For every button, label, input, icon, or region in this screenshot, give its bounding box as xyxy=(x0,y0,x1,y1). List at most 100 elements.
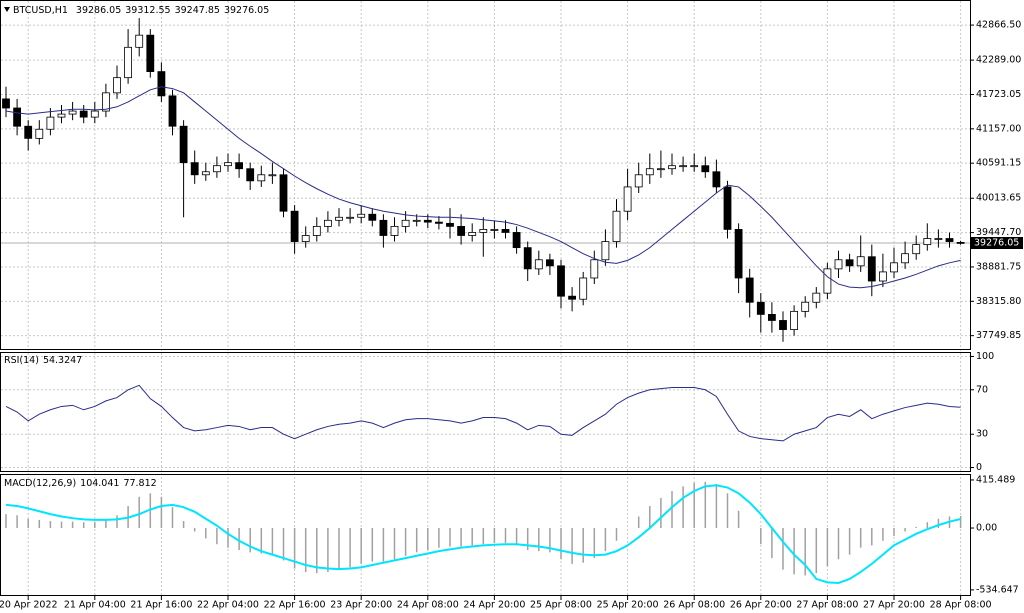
y-tick-label: 39447.70 xyxy=(976,227,1021,238)
candle-body xyxy=(468,232,477,236)
candle-body xyxy=(557,265,565,297)
candle-body xyxy=(734,229,743,279)
candle-body xyxy=(712,171,721,188)
x-tick-label: 26 Apr 20:00 xyxy=(730,600,792,611)
x-tick-label: 23 Apr 20:00 xyxy=(330,600,392,611)
low-value: 39247.85 xyxy=(175,5,220,16)
candle-body xyxy=(534,259,543,270)
candle-body xyxy=(701,165,710,173)
candle-body xyxy=(434,221,443,224)
moving-average xyxy=(5,86,961,289)
candle-body xyxy=(113,77,121,94)
candle-body xyxy=(934,238,943,240)
macd-pane xyxy=(0,474,971,596)
candle-body xyxy=(779,320,787,330)
y-tick-label: 38315.80 xyxy=(976,296,1021,307)
candle-body xyxy=(124,46,132,79)
candle-body xyxy=(13,107,22,127)
y-tick-label: -534.647 xyxy=(976,584,1019,595)
symbol: BTCUSD,H1 xyxy=(13,5,68,16)
rsi-title: RSI(14) xyxy=(4,355,39,366)
candle-body xyxy=(890,262,898,273)
y-tick-label: 40013.65 xyxy=(976,193,1021,204)
menu-icon[interactable] xyxy=(4,7,10,12)
candle-body xyxy=(135,34,144,48)
candle-body xyxy=(956,242,965,244)
candle-body xyxy=(668,165,676,170)
candle-body xyxy=(523,247,532,270)
candle-body xyxy=(390,225,399,236)
y-tick-label: 30 xyxy=(976,429,988,440)
macd-main-value: 104.041 xyxy=(80,478,119,489)
candle-body xyxy=(568,295,576,300)
candle-body xyxy=(490,229,499,231)
signal-line xyxy=(5,484,961,584)
high-value: 39312.55 xyxy=(125,5,170,16)
candle-body xyxy=(246,168,255,182)
y-tick-label: 41157.00 xyxy=(976,123,1021,134)
candle-body xyxy=(679,165,687,168)
candle-body xyxy=(157,71,166,97)
candle-body xyxy=(823,268,832,294)
candle-body xyxy=(579,277,588,300)
candle-body xyxy=(512,232,521,249)
y-tick-label: 37749.85 xyxy=(976,330,1021,341)
candle-body xyxy=(634,174,643,188)
candle-body xyxy=(612,210,621,242)
candle-body xyxy=(423,219,432,223)
y-tick-label: 41723.05 xyxy=(976,89,1021,100)
candle-body xyxy=(790,310,798,330)
x-tick-label: 26 Apr 08:00 xyxy=(663,600,725,611)
candle-body xyxy=(35,128,44,139)
x-tick-label: 27 Apr 20:00 xyxy=(863,600,925,611)
candle-body xyxy=(901,253,909,264)
candle-body xyxy=(446,222,454,227)
x-tick-label: 27 Apr 08:00 xyxy=(796,600,858,611)
candle-body xyxy=(379,219,388,236)
candle-body xyxy=(335,216,343,221)
open-value: 39286.05 xyxy=(76,5,121,16)
candle-body xyxy=(323,219,332,227)
candle-body xyxy=(923,238,932,245)
candle-body xyxy=(368,213,377,221)
candle-body xyxy=(346,216,355,219)
marks xyxy=(2,18,965,584)
candle-body xyxy=(212,165,221,173)
candle-body xyxy=(867,256,876,282)
candle-body xyxy=(845,259,854,267)
macd-signal-value: 77.812 xyxy=(123,478,156,489)
close-value: 39276.05 xyxy=(224,5,269,16)
x-tick-label: 25 Apr 08:00 xyxy=(530,600,592,611)
candle-body xyxy=(768,313,776,321)
candle-body xyxy=(834,259,843,270)
x-tick-label: 20 Apr 2022 xyxy=(0,600,58,611)
main-header: BTCUSD,H1 39286.05 39312.55 39247.85 39276.0… xyxy=(13,5,269,16)
candle-body xyxy=(501,229,510,233)
candle-body xyxy=(623,186,632,212)
candle-body xyxy=(57,113,66,118)
candle-body xyxy=(690,165,699,168)
macd-header: MACD(12,26,9) 104.041 77.812 xyxy=(4,478,157,489)
y-tick-label: 415.489 xyxy=(976,474,1015,485)
last-price-box xyxy=(971,237,1023,250)
rsi-value: 54.3247 xyxy=(43,355,82,366)
y-tick-label: 0 xyxy=(976,462,982,473)
candle-body xyxy=(2,98,10,109)
candle-body xyxy=(190,162,199,176)
candle-body xyxy=(657,168,665,171)
candle-body xyxy=(224,162,232,167)
y-tick-label: 70 xyxy=(976,384,988,395)
candle-body xyxy=(479,229,488,233)
x-tick-label: 25 Apr 20:00 xyxy=(597,600,659,611)
x-tick-label: 24 Apr 08:00 xyxy=(397,600,459,611)
candle-body xyxy=(812,292,821,303)
y-tick-label: 42866.50 xyxy=(976,20,1021,31)
rsi-pane xyxy=(0,352,971,472)
x-tick-label: 22 Apr 16:00 xyxy=(264,600,326,611)
candle-body xyxy=(301,235,310,242)
y-tick-label: 100 xyxy=(976,351,994,362)
candle-body xyxy=(723,186,732,230)
y-tick-label: 42289.00 xyxy=(976,55,1021,66)
